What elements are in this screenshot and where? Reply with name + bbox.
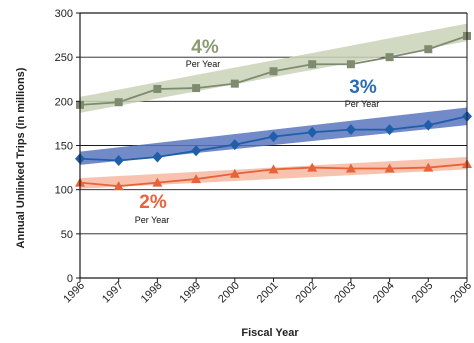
data-point (384, 124, 395, 136)
data-point (423, 162, 434, 172)
x-tick-label: 2006 (448, 280, 474, 306)
growth-rate-label: 3% (349, 77, 377, 98)
y-tick-label: 200 (55, 96, 73, 108)
growth-rate-label: 2% (139, 192, 167, 213)
data-point (268, 164, 279, 174)
y-tick-label: 0 (67, 273, 73, 285)
x-tick-label: 2000 (216, 280, 242, 306)
data-point (114, 98, 123, 107)
x-tick-label: 2002 (294, 280, 320, 306)
data-point (113, 155, 124, 167)
data-point (307, 162, 318, 172)
growth-rate-label: 4% (191, 37, 219, 58)
data-point (423, 119, 434, 131)
x-tick-label: 1998 (139, 280, 165, 306)
data-point (268, 131, 279, 143)
x-tick-label: 1999 (177, 280, 203, 306)
data-point (230, 79, 239, 88)
y-axis-title: Annual Unlinked Trips (in millions) (15, 67, 27, 248)
data-point (384, 163, 395, 173)
x-tick-label: 2005 (410, 280, 436, 306)
per-year-label: Per Year (345, 99, 380, 109)
data-point (424, 45, 433, 54)
data-point (346, 60, 355, 69)
data-point (345, 124, 356, 136)
x-tick-label: 2003 (332, 280, 358, 306)
x-tick-label: 2001 (255, 280, 281, 306)
data-point (153, 84, 162, 93)
y-tick-label: 50 (61, 229, 73, 241)
per-year-label: Per Year (186, 59, 221, 69)
y-tick-label: 100 (55, 185, 73, 197)
x-tick-label: 1997 (100, 280, 126, 306)
data-point (152, 151, 163, 163)
data-point (385, 53, 394, 62)
data-point (152, 177, 163, 187)
data-point (269, 67, 278, 76)
data-point (307, 126, 318, 138)
x-axis-title: Fiscal Year (241, 327, 299, 339)
data-point (192, 84, 201, 93)
y-tick-label: 250 (55, 52, 73, 64)
y-tick-label: 300 (55, 8, 73, 20)
data-point (191, 174, 202, 184)
x-tick-label: 1996 (61, 280, 87, 306)
data-point (308, 60, 317, 69)
trend-bands (80, 23, 467, 189)
x-tick-label: 2004 (371, 280, 397, 306)
data-point (113, 181, 124, 191)
data-point (191, 145, 202, 157)
data-point (229, 139, 240, 151)
y-tick-label: 150 (55, 141, 73, 153)
data-point (345, 163, 356, 173)
per-year-label: Per Year (135, 215, 170, 225)
data-point (229, 168, 240, 178)
